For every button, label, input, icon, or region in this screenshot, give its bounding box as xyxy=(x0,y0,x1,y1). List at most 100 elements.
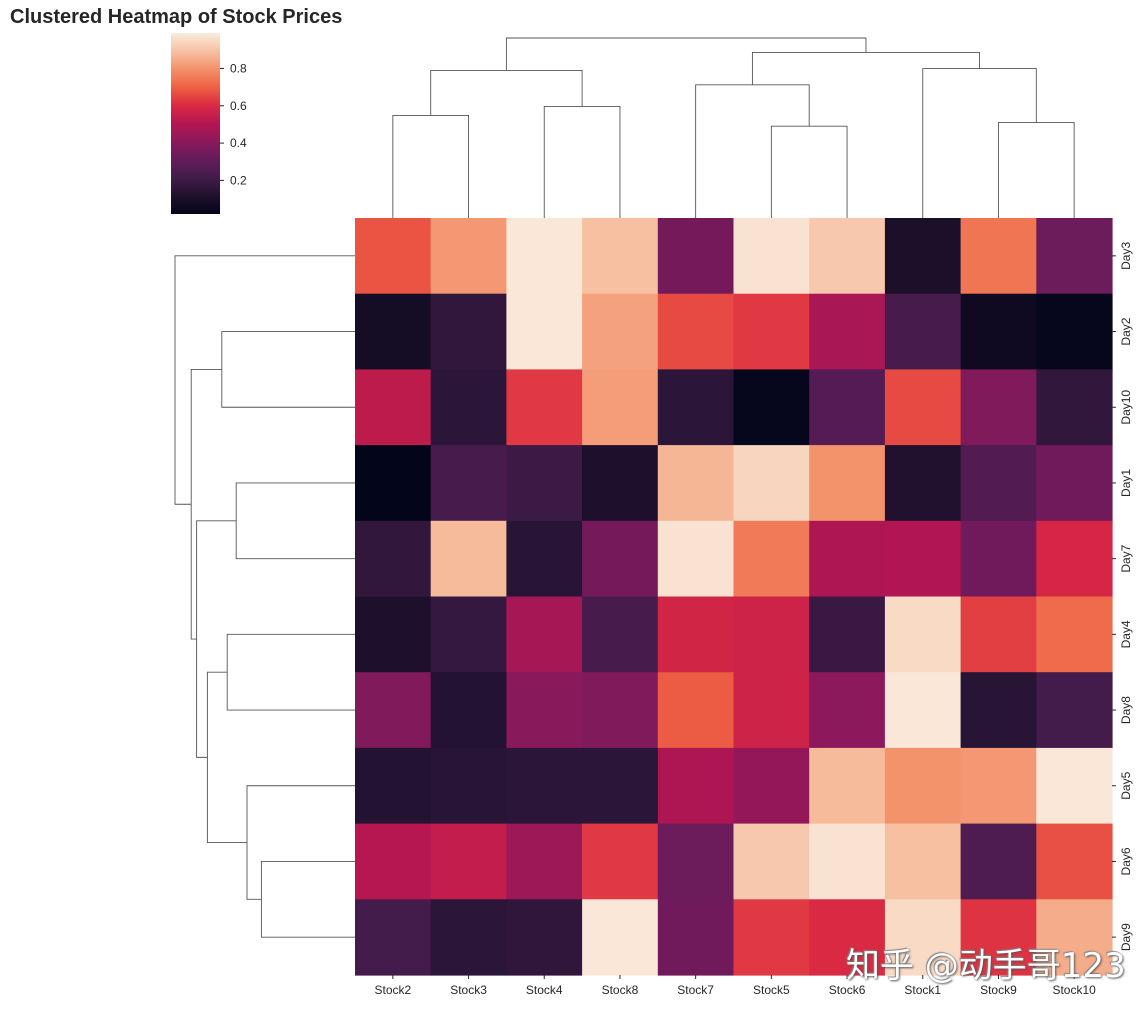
heatmap-cell-Day10-Stock2 xyxy=(355,369,432,446)
heatmap-cell-Day4-Stock8 xyxy=(582,596,659,673)
heatmap-cell-Day4-Stock5 xyxy=(733,596,810,673)
y-tick-label-Day3: Day3 xyxy=(1119,242,1133,270)
row-dendrogram-link xyxy=(246,785,355,900)
heatmap-cell-Day1-Stock4 xyxy=(506,445,583,522)
x-tick-label-Stock1: Stock1 xyxy=(904,983,941,997)
heatmap-cell-Day3-Stock3 xyxy=(430,218,507,295)
heatmap-cell-Day2-Stock1 xyxy=(884,293,962,370)
row-dendrogram-link xyxy=(226,633,355,711)
y-tick-label-Day6: Day6 xyxy=(1119,847,1133,875)
column-dendrogram-link xyxy=(430,69,583,116)
heatmap-cell-Day9-Stock2 xyxy=(355,899,432,976)
heatmap-cell-Day2-Stock6 xyxy=(809,293,886,370)
heatmap-cell-Day2-Stock10 xyxy=(1036,293,1113,370)
heatmap-cell-Day10-Stock10 xyxy=(1036,369,1113,446)
heatmap-cell-Day8-Stock2 xyxy=(355,672,432,749)
heatmap-cell-Day6-Stock5 xyxy=(733,823,810,900)
heatmap-cell-Day5-Stock8 xyxy=(582,747,659,825)
heatmap-cell-Day10-Stock9 xyxy=(960,369,1037,446)
heatmap-cell-Day5-Stock6 xyxy=(809,747,886,825)
x-tick-label-Stock6: Stock6 xyxy=(829,983,866,997)
heatmap-cell-Day5-Stock3 xyxy=(430,747,507,825)
heatmap-cell-Day8-Stock7 xyxy=(657,672,735,749)
heatmap-cell-Day5-Stock10 xyxy=(1036,747,1113,825)
column-dendrogram-link xyxy=(543,105,621,218)
heatmap-cell-Day7-Stock7 xyxy=(657,520,735,598)
y-tick-label-Day9: Day9 xyxy=(1119,923,1133,951)
row-dendrogram-link xyxy=(235,482,355,560)
column-dendrogram-link xyxy=(770,125,848,218)
x-tick-label-Stock8: Stock8 xyxy=(602,983,639,997)
heatmap-cell-Day1-Stock8 xyxy=(582,445,659,522)
heatmap-cell-Day3-Stock2 xyxy=(355,218,432,295)
heatmap-cell-Day9-Stock10 xyxy=(1036,899,1113,976)
y-tick-label-Day5: Day5 xyxy=(1119,771,1133,799)
watermark: 知乎 @动手哥123 xyxy=(846,946,1126,986)
heatmap-cell-Day7-Stock2 xyxy=(355,520,432,598)
y-tick-label-Day10: Day10 xyxy=(1119,390,1133,425)
x-tick-label-Stock7: Stock7 xyxy=(677,983,714,997)
heatmap-cell-Day7-Stock6 xyxy=(809,520,886,598)
heatmap-cell-Day7-Stock3 xyxy=(430,520,507,598)
heatmap-cell-Day9-Stock5 xyxy=(733,899,810,976)
colorbar-tick-label: 0.6 xyxy=(230,99,247,113)
heatmap-cell-Day2-Stock2 xyxy=(355,293,432,370)
heatmap-cell-Day1-Stock3 xyxy=(430,445,507,522)
heatmap-cell-Day9-Stock9 xyxy=(960,899,1037,976)
heatmap-cell-Day5-Stock7 xyxy=(657,747,735,825)
heatmap-cell-Day2-Stock8 xyxy=(582,293,659,370)
heatmap-cell-Day7-Stock10 xyxy=(1036,520,1113,598)
heatmap-cell-Day4-Stock4 xyxy=(506,596,583,673)
heatmap-cell-Day7-Stock8 xyxy=(582,520,659,598)
row-dendrogram-link xyxy=(174,255,355,505)
column-dendrogram-link xyxy=(392,114,469,218)
heatmap-cell-Day6-Stock9 xyxy=(960,823,1037,900)
colorbar-tick-label: 0.4 xyxy=(230,136,247,150)
heatmap-cell-Day4-Stock10 xyxy=(1036,596,1113,673)
heatmap-cell-Day8-Stock10 xyxy=(1036,672,1113,749)
heatmap-cell-Day7-Stock1 xyxy=(884,520,962,598)
heatmap-cell-Day4-Stock6 xyxy=(809,596,886,673)
heatmap-cell-Day9-Stock3 xyxy=(430,899,507,976)
heatmap-cell-Day9-Stock1 xyxy=(884,899,962,976)
colorbar-tick-label: 0.2 xyxy=(230,173,247,187)
column-dendrogram-link xyxy=(922,68,1037,218)
heatmap-cell-Day6-Stock8 xyxy=(582,823,659,900)
heatmap-cell-Day3-Stock1 xyxy=(884,218,962,295)
heatmap-cell-Day1-Stock9 xyxy=(960,445,1037,522)
heatmap-cell-Day1-Stock1 xyxy=(884,445,962,522)
y-tick-label-Day7: Day7 xyxy=(1119,544,1133,572)
y-tick-label-Day2: Day2 xyxy=(1119,317,1133,345)
row-dendrogram-link xyxy=(196,520,237,758)
heatmap-cell-Day7-Stock5 xyxy=(733,520,810,598)
heatmap-cell-Day4-Stock1 xyxy=(884,596,962,673)
heatmap-cell-Day4-Stock7 xyxy=(657,596,735,673)
heatmap-cell-Day2-Stock4 xyxy=(506,293,583,370)
heatmap-cell-Day7-Stock9 xyxy=(960,520,1037,598)
column-dendrogram-link xyxy=(998,122,1075,218)
heatmap-cell-Day5-Stock2 xyxy=(355,747,432,825)
heatmap-cell-Day2-Stock9 xyxy=(960,293,1037,370)
heatmap-cell-Day10-Stock3 xyxy=(430,369,507,446)
row-dendrogram-link xyxy=(221,331,355,408)
heatmap-cell-Day8-Stock3 xyxy=(430,672,507,749)
heatmap-cell-Day6-Stock4 xyxy=(506,823,583,900)
x-tick-label-Stock9: Stock9 xyxy=(980,983,1017,997)
colorbar xyxy=(171,33,220,214)
heatmap-cell-Day8-Stock4 xyxy=(506,672,583,749)
heatmap-cell-Day1-Stock10 xyxy=(1036,445,1113,522)
heatmap-cell-Day4-Stock9 xyxy=(960,596,1037,673)
heatmap-cell-Day2-Stock3 xyxy=(430,293,507,370)
heatmap-cell-Day3-Stock4 xyxy=(506,218,583,295)
row-dendrogram-link xyxy=(190,368,222,640)
heatmap-cell-Day1-Stock5 xyxy=(733,445,810,522)
heatmap-cell-Day5-Stock4 xyxy=(506,747,583,825)
heatmap-cell-Day4-Stock2 xyxy=(355,596,432,673)
heatmap-cell-Day8-Stock1 xyxy=(884,672,962,749)
heatmap-cell-Day10-Stock1 xyxy=(884,369,962,446)
heatmap-cell-Day2-Stock5 xyxy=(733,293,810,370)
heatmap-cell-Day1-Stock6 xyxy=(809,445,886,522)
x-tick-label-Stock2: Stock2 xyxy=(375,983,412,997)
heatmap-cell-Day8-Stock5 xyxy=(733,672,810,749)
heatmap-cell-Day1-Stock7 xyxy=(657,445,735,522)
